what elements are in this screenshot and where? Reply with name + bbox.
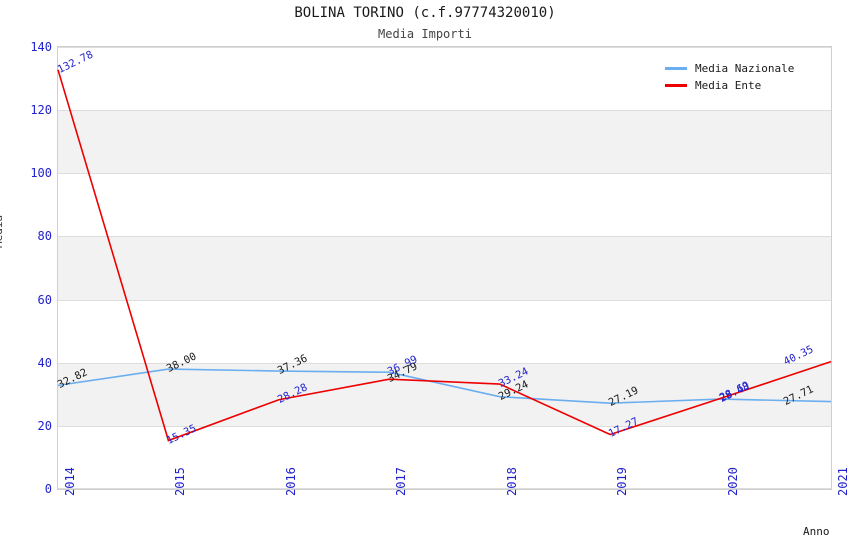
plot-band [58,362,831,426]
y-axis-tick: 60 [37,292,52,307]
plot-area [57,46,832,490]
x-axis-title: Anno [803,525,830,538]
legend-item[interactable]: Media Ente [665,77,794,94]
gridline [58,362,831,364]
series-line [57,368,832,404]
x-axis-tick: 2019 [615,467,630,496]
page-title: BOLINA TORINO (c.f.97774320010) [294,5,556,21]
y-axis-tick: 0 [44,482,52,496]
gridline [58,110,831,112]
y-axis-tick: 100 [30,166,52,181]
series-line [57,69,832,442]
legend-swatch-icon [665,84,687,87]
plot-band [58,236,831,300]
legend-item[interactable]: Media Nazionale [665,60,794,77]
y-axis-tick-labels: 0 20 40 60 80 100 120 140 [0,0,57,550]
x-axis-tick: 2020 [725,467,740,496]
gridline [58,47,831,48]
y-axis-tick: 40 [37,355,52,370]
gridline [58,425,831,427]
y-axis-tick: 120 [30,103,52,118]
y-axis-tick: 80 [37,229,52,244]
x-axis-tick: 2016 [283,467,298,496]
series-lines [57,69,832,442]
x-axis-tick: 2014 [63,467,77,496]
gridline [58,173,831,175]
x-axis-tick: 2018 [504,467,519,496]
y-axis-tick: 140 [30,40,52,54]
gridline [58,299,831,301]
plot-band [58,110,831,174]
legend-label: Media Nazionale [695,62,795,75]
chart-subtitle: Media Importi [378,27,472,41]
gridline [58,236,831,238]
legend-label: Media Ente [695,79,762,92]
y-axis-title: Media [0,214,5,248]
chart-legend: Media Nazionale Media Ente [665,60,794,94]
x-axis-tick: 2021 [836,467,850,496]
y-axis-tick: 20 [37,418,52,433]
gridline [58,488,831,489]
legend-swatch-icon [665,67,687,70]
x-axis-tick: 2017 [394,467,409,496]
x-axis-tick: 2015 [173,467,188,496]
